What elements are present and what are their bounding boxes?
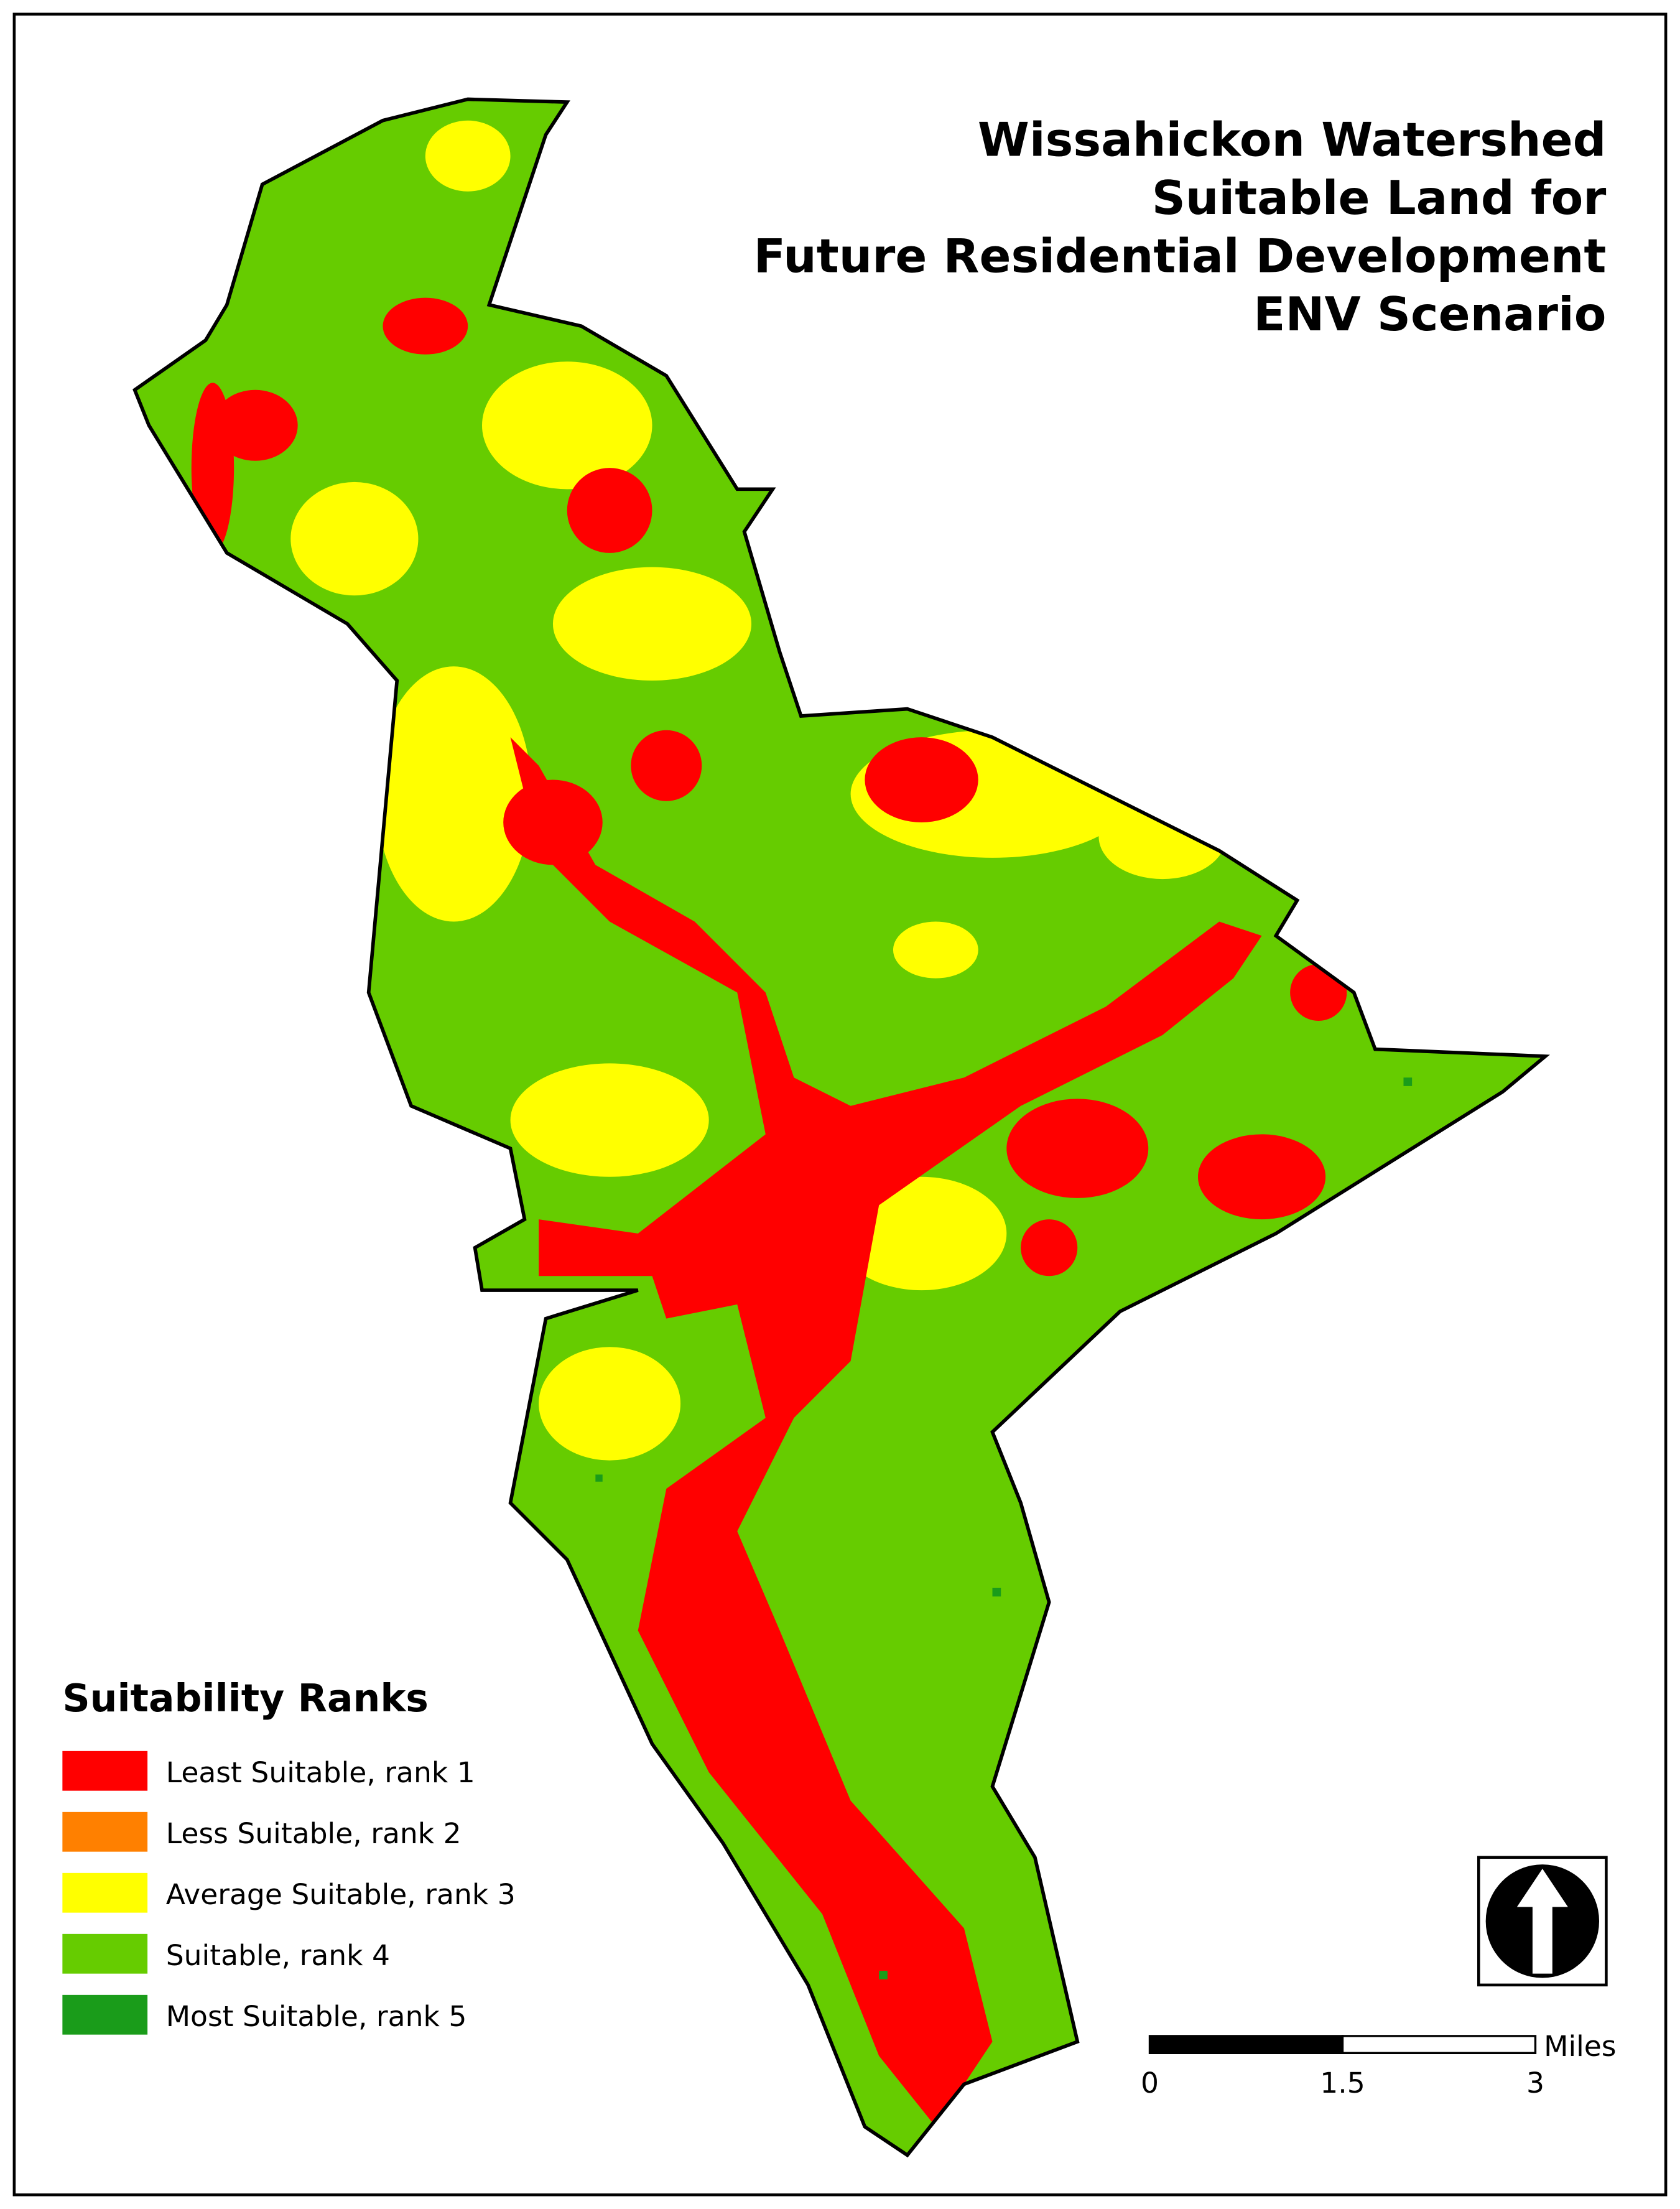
legend-label: Suitable, rank 4 bbox=[166, 1939, 390, 1972]
legend-swatch bbox=[62, 1751, 148, 1791]
legend-label: Less Suitable, rank 2 bbox=[166, 1817, 462, 1850]
legend-swatch bbox=[62, 1933, 148, 1974]
title-line: Suitable Land for bbox=[1152, 170, 1607, 225]
legend-label: Average Suitable, rank 3 bbox=[166, 1878, 516, 1911]
title-line: Future Residential Development bbox=[754, 229, 1607, 284]
north-arrow bbox=[1477, 1856, 1608, 1987]
legend-swatch bbox=[62, 1994, 148, 2035]
legend-label: Most Suitable, rank 5 bbox=[166, 2000, 467, 2033]
legend: Least Suitable, rank 1 Less Suitable, ran… bbox=[62, 1751, 516, 2035]
legend-label: Least Suitable, rank 1 bbox=[166, 1756, 475, 1789]
scale-segment bbox=[1341, 2035, 1537, 2054]
scale-unit: Miles bbox=[1544, 2030, 1616, 2063]
scale-label: 1.5 bbox=[1320, 2067, 1365, 2100]
scale-label: 3 bbox=[1526, 2067, 1544, 2100]
title-line: Wissahickon Watershed bbox=[978, 113, 1606, 167]
title-line: ENV Scenario bbox=[1253, 287, 1606, 342]
scale-label: 0 bbox=[1141, 2067, 1159, 2100]
legend-swatch bbox=[62, 1872, 148, 1913]
scale-segment bbox=[1148, 2035, 1344, 2054]
legend-title: Suitability Ranks bbox=[62, 1676, 429, 1721]
legend-swatch bbox=[62, 1811, 148, 1852]
